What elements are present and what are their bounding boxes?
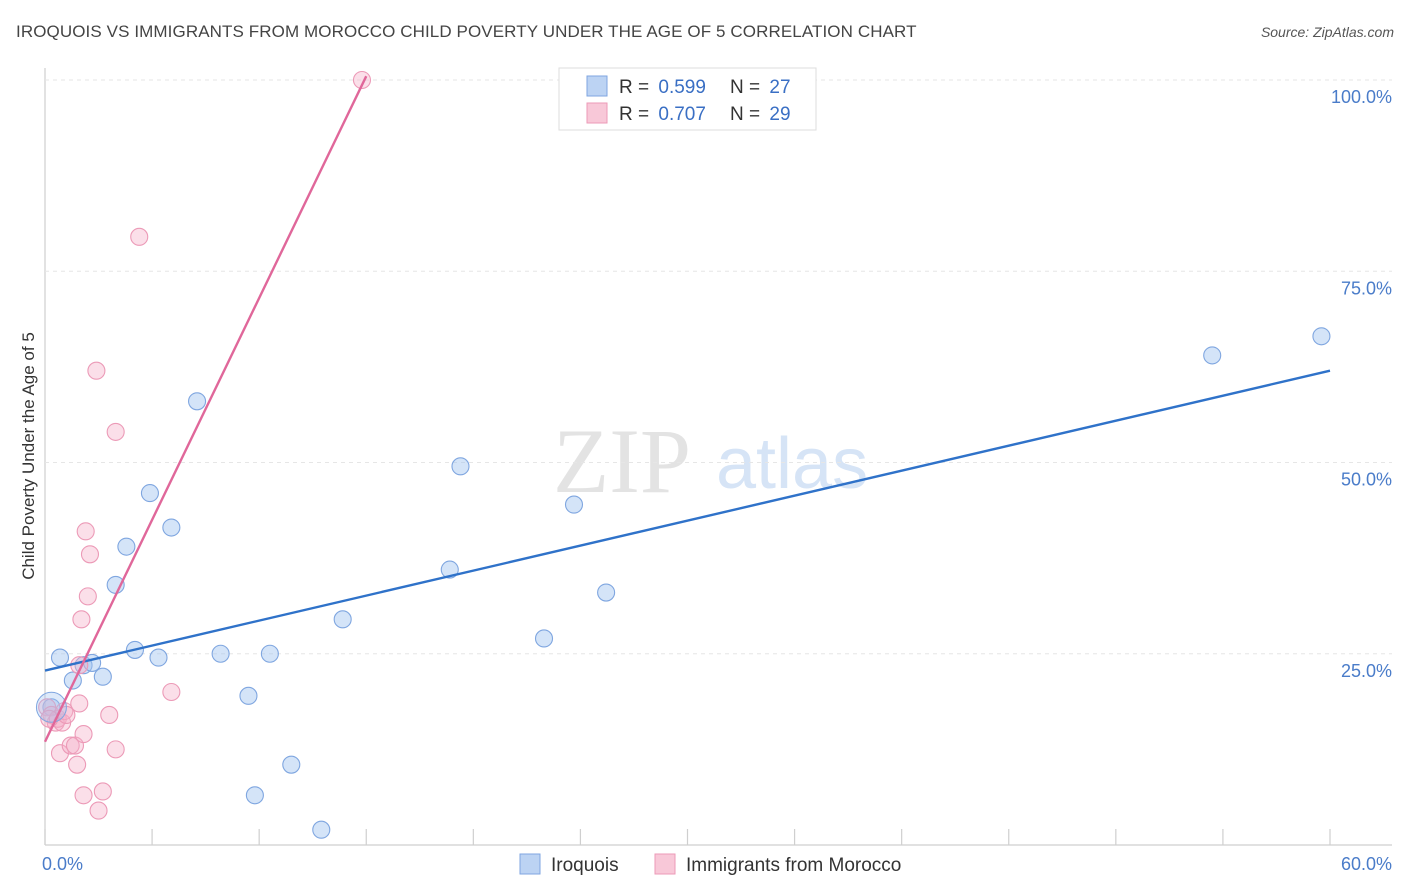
iroquois-point-19 — [333, 610, 352, 629]
y-tick-label-75: 75.0% — [1341, 278, 1392, 298]
morocco-point-22 — [100, 705, 119, 725]
legend-swatch-iroquois — [586, 75, 608, 97]
iroquois-point-14 — [239, 686, 258, 705]
svg-text:N = 27: N = 27 — [730, 77, 791, 98]
morocco-point-20 — [89, 801, 108, 820]
iroquois-point-26 — [1312, 327, 1331, 346]
morocco-point-14 — [74, 725, 93, 744]
source-label: Source: ZipAtlas.com — [1260, 24, 1394, 40]
grid-lines — [45, 79, 1392, 655]
iroquois-point-23 — [564, 495, 584, 514]
svg-text:N = 29: N = 29 — [730, 104, 791, 125]
iroquois-point-1 — [50, 648, 70, 667]
legend-swatch-morocco — [586, 102, 608, 124]
legend-box: R = 0.599 N = 27 R = 0.707 N = 29 — [558, 67, 817, 131]
iroquois-point-17 — [282, 755, 301, 774]
iroquois-point-16 — [260, 644, 279, 663]
bottom-legend-label-iroquois: Iroquois — [551, 855, 619, 876]
iroquois-point-25 — [1203, 346, 1222, 365]
iroquois-point-10 — [149, 648, 168, 667]
x-tick-label-min: 0.0% — [42, 854, 83, 874]
morocco-point-10 — [68, 755, 87, 774]
watermark-atlas: atlas — [716, 424, 868, 504]
iroquois-point-11 — [162, 518, 181, 537]
morocco-point-8 — [61, 736, 80, 755]
iroquois-point-21 — [451, 457, 470, 476]
legend-n-value-1: 27 — [769, 77, 790, 98]
svg-text:R = 0.599: R = 0.599 — [619, 77, 706, 98]
bottom-legend: Iroquois Immigrants from Morocco — [519, 853, 901, 876]
morocco-point-13 — [72, 610, 91, 629]
iroquois-trend-line — [44, 369, 1331, 672]
y-tick-label-100: 100.0% — [1331, 87, 1392, 107]
iroquois-point-22 — [534, 629, 554, 648]
iroquois-point-24 — [597, 583, 616, 602]
data-points — [35, 70, 1331, 839]
legend-n-label-1: N = — [730, 77, 765, 98]
x-tick-marks — [44, 829, 1331, 845]
morocco-point-27 — [352, 70, 372, 90]
iroquois-point-18 — [312, 820, 331, 839]
bottom-legend-swatch-iroquois — [519, 853, 541, 875]
morocco-point-18 — [80, 545, 100, 564]
morocco-trend-line — [43, 75, 368, 743]
iroquois-point-9 — [140, 484, 159, 503]
bottom-legend-swatch-morocco — [654, 853, 676, 875]
morocco-point-15 — [74, 786, 93, 805]
iroquois-point-12 — [188, 392, 207, 411]
legend-n-value-2: 29 — [769, 104, 790, 125]
trend-lines — [43, 75, 1331, 743]
morocco-point-26 — [162, 682, 181, 702]
morocco-point-16 — [76, 522, 95, 541]
chart-title: IROQUOIS VS IMMIGRANTS FROM MOROCCO CHIL… — [16, 22, 917, 41]
morocco-point-21 — [93, 782, 112, 801]
y-tick-label-50: 50.0% — [1341, 470, 1392, 490]
morocco-point-23 — [106, 740, 125, 759]
morocco-point-19 — [87, 361, 106, 380]
legend-r-label-2: R = — [619, 104, 654, 125]
morocco-point-24 — [106, 422, 125, 441]
y-tick-label-25: 25.0% — [1341, 661, 1392, 681]
morocco-point-12 — [70, 694, 89, 713]
legend-n-label-2: N = — [730, 104, 765, 125]
morocco-point-17 — [78, 587, 97, 606]
iroquois-point-15 — [245, 786, 264, 805]
morocco-point-4 — [50, 744, 70, 763]
legend-r-value-1: 0.599 — [658, 77, 706, 98]
legend-r-value-2: 0.707 — [658, 104, 706, 125]
legend-r-label-1: R = — [619, 77, 654, 98]
iroquois-point-7 — [117, 537, 136, 556]
iroquois-point-13 — [211, 644, 230, 663]
morocco-point-25 — [130, 227, 149, 246]
iroquois-point-5 — [93, 667, 112, 686]
y-axis-label: Child Poverty Under the Age of 5 — [19, 332, 38, 580]
x-tick-label-max: 60.0% — [1341, 854, 1392, 874]
bottom-legend-label-morocco: Immigrants from Morocco — [686, 855, 901, 876]
y-tick-labels: 25.0% 50.0% 75.0% 100.0% — [1331, 87, 1392, 681]
iroquois-point-20 — [440, 560, 459, 579]
svg-text:R = 0.707: R = 0.707 — [619, 104, 706, 125]
watermark-zip: ZIP — [553, 410, 691, 512]
